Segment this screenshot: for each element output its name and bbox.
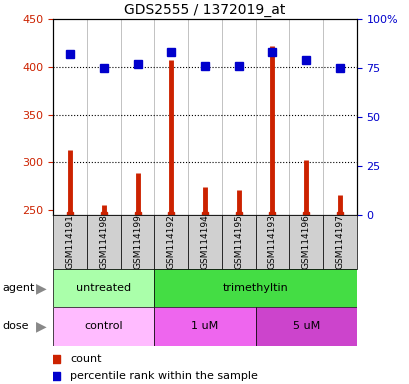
Title: GDS2555 / 1372019_at: GDS2555 / 1372019_at: [124, 3, 285, 17]
Text: GSM114199: GSM114199: [133, 215, 142, 269]
Bar: [53, 269, 154, 307]
Text: agent: agent: [2, 283, 34, 293]
Text: dose: dose: [2, 321, 29, 331]
Text: 5 uM: 5 uM: [292, 321, 319, 331]
Text: trimethyltin: trimethyltin: [222, 283, 288, 293]
Text: GSM114197: GSM114197: [335, 215, 344, 269]
Bar: [154, 269, 356, 307]
Bar: [87, 215, 120, 269]
Text: percentile rank within the sample: percentile rank within the sample: [70, 371, 257, 381]
Text: GSM114194: GSM114194: [200, 215, 209, 269]
Bar: [53, 307, 154, 346]
Text: GSM114192: GSM114192: [166, 215, 175, 269]
Text: GSM114198: GSM114198: [99, 215, 108, 269]
Bar: [188, 215, 221, 269]
Text: GSM114195: GSM114195: [234, 215, 243, 269]
Bar: [154, 215, 188, 269]
Text: GSM114193: GSM114193: [267, 215, 276, 269]
Bar: [120, 215, 154, 269]
Text: ▶: ▶: [36, 281, 46, 295]
Bar: [53, 215, 87, 269]
Bar: [289, 215, 322, 269]
Bar: [255, 307, 356, 346]
Bar: [255, 215, 289, 269]
Text: GSM114196: GSM114196: [301, 215, 310, 269]
Bar: [221, 215, 255, 269]
Text: control: control: [84, 321, 123, 331]
Text: ▶: ▶: [36, 319, 46, 333]
Text: count: count: [70, 354, 101, 364]
Text: 1 uM: 1 uM: [191, 321, 218, 331]
Text: untreated: untreated: [76, 283, 131, 293]
Text: GSM114191: GSM114191: [65, 215, 74, 269]
Bar: [322, 215, 356, 269]
Bar: [154, 307, 255, 346]
